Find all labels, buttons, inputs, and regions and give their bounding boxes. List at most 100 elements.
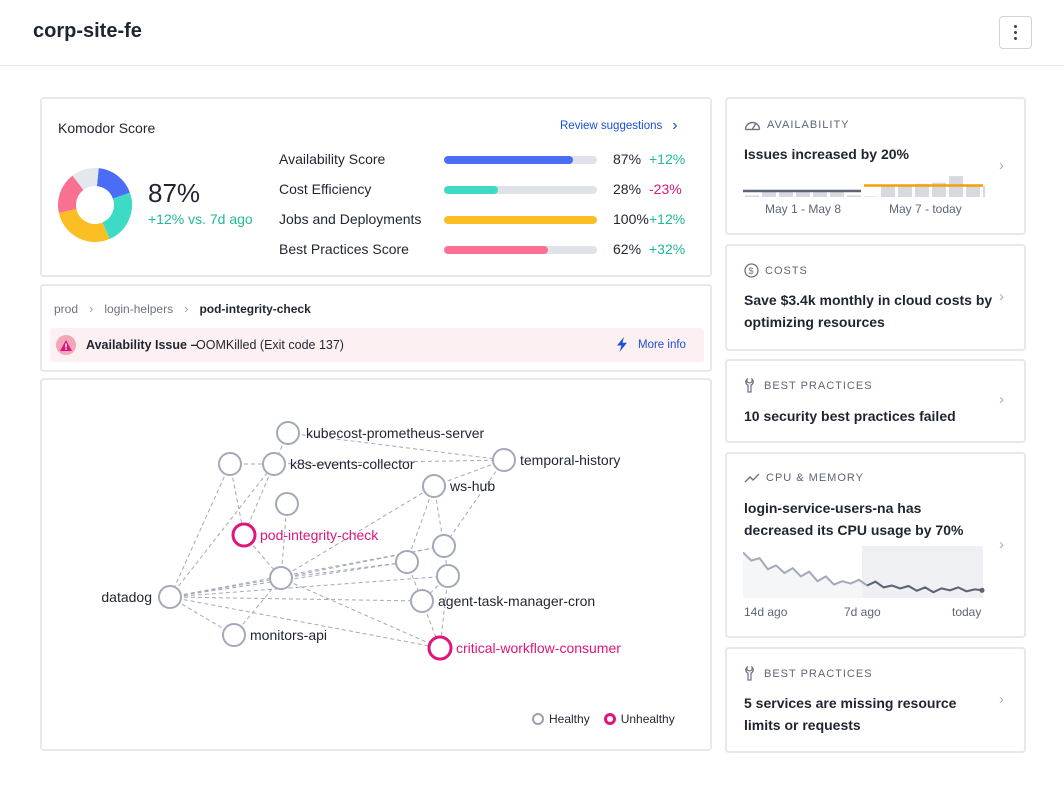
svg-text:$: $ <box>748 266 754 276</box>
dollar-icon: $ <box>744 263 759 278</box>
legend-healthy: Healthy <box>532 712 590 726</box>
metric-progress-fill <box>444 216 597 224</box>
best-practices-security-card[interactable]: BEST PRACTICES 10 security best practice… <box>725 359 1026 443</box>
vertical-dots-icon <box>1014 25 1017 40</box>
warning-icon <box>56 335 76 355</box>
dependency-graph-canvas: kubecost-prometheus-server k8s-events-col… <box>101 421 621 661</box>
graph-node-kubecost[interactable] <box>276 421 300 445</box>
graph-edge <box>169 463 231 598</box>
metric-value: 100% <box>613 211 649 227</box>
issue-detail: OOMKilled (Exit code 137) <box>196 338 344 352</box>
cpu-memory-insight-card[interactable]: CPU & MEMORY login-service-users-na has … <box>725 452 1026 638</box>
score-value: 87% <box>148 178 201 208</box>
metric-delta: +32% <box>649 241 686 257</box>
graph-node-agent[interactable] <box>410 589 434 613</box>
graph-edge <box>169 596 441 649</box>
graph-edge <box>443 459 505 547</box>
breadcrumb-item[interactable]: login-helpers <box>104 301 174 316</box>
graph-node-critical[interactable] <box>427 635 453 661</box>
review-suggestions-link[interactable]: Review suggestions › <box>560 118 678 134</box>
graph-node-label[interactable]: monitors-api <box>250 627 327 643</box>
graph-node-label[interactable]: datadog <box>101 589 152 605</box>
cpu-last-point <box>979 587 985 593</box>
cpu-line-after <box>866 580 984 594</box>
availability-bar-chart <box>743 176 985 197</box>
graph-edge <box>169 575 449 598</box>
graph-edge <box>273 459 505 465</box>
issue-bar-before <box>779 190 793 197</box>
best-practices-limits-card[interactable]: BEST PRACTICES 5 services are missing re… <box>725 647 1026 753</box>
graph-node-label[interactable]: ws-hub <box>449 478 495 494</box>
graph-edge <box>280 485 435 579</box>
graph-node-n_d[interactable] <box>432 534 456 558</box>
metric-row-best-practices: Best Practices Score 62% +32% <box>279 237 699 267</box>
chart-tick-label: 7d ago <box>844 605 881 619</box>
issue-bar-before <box>830 190 844 197</box>
metric-delta: -23% <box>649 181 682 197</box>
metric-value: 87% <box>613 151 642 167</box>
issue-context-card: prod › login-helpers › pod-integrity-che… <box>40 284 712 372</box>
komodor-score-card: Komodor Score Review suggestions › 87% +… <box>40 97 712 277</box>
card-category: BEST PRACTICES <box>744 378 873 393</box>
breadcrumb-current: pod-integrity-check <box>199 301 311 316</box>
graph-node-n_c[interactable] <box>395 550 419 574</box>
card-category: CPU & MEMORY <box>744 472 864 484</box>
graph-node-temporal[interactable] <box>492 448 516 472</box>
graph-node-ws[interactable] <box>422 474 446 498</box>
breadcrumb-item[interactable]: prod <box>54 301 79 316</box>
availability-insight-card[interactable]: AVAILABILITY Issues increased by 20% May… <box>725 97 1026 235</box>
page-title: corp-site-fe <box>33 20 142 42</box>
metric-delta: +12% <box>649 151 686 167</box>
graph-node-n_f[interactable] <box>436 564 460 588</box>
graph-edge <box>243 463 275 536</box>
lightning-icon <box>617 337 627 352</box>
issue-bar-before <box>762 190 776 197</box>
chevron-right-icon: › <box>999 391 1004 408</box>
wrench-icon <box>745 378 754 393</box>
category-label: COSTS <box>765 264 808 277</box>
issue-bar-before <box>796 190 810 197</box>
breadcrumb: prod › login-helpers › pod-integrity-che… <box>54 301 311 316</box>
metric-progress-fill <box>444 156 573 164</box>
card-category: $ COSTS <box>744 263 808 278</box>
availability-issue-banner: Availability Issue – OOMKilled (Exit cod… <box>50 328 704 362</box>
graph-node-n_b[interactable] <box>275 492 299 516</box>
graph-node-label[interactable]: pod-integrity-check <box>260 527 379 543</box>
graph-edge <box>280 503 288 579</box>
metric-label: Availability Score <box>279 151 386 167</box>
issue-bar-after <box>915 183 929 197</box>
metric-progress-bar <box>444 156 597 164</box>
issue-bar-after <box>966 186 980 197</box>
more-options-button[interactable] <box>999 16 1032 49</box>
metric-label: Best Practices Score <box>279 241 409 257</box>
graph-node-label[interactable]: kubecost-prometheus-server <box>306 425 485 441</box>
graph-node-label[interactable]: agent-task-manager-cron <box>438 593 595 609</box>
graph-node-datadog[interactable] <box>158 585 182 609</box>
graph-node-label[interactable]: k8s-events-collector <box>290 456 415 472</box>
wrench-icon <box>745 666 754 681</box>
page-header: corp-site-fe <box>0 0 1064 66</box>
more-info-link[interactable]: More info <box>616 337 686 352</box>
issue-bar-after <box>881 186 895 197</box>
metric-value: 62% <box>613 241 642 257</box>
graph-edge <box>229 463 245 536</box>
graph-node-label[interactable]: critical-workflow-consumer <box>456 640 621 656</box>
metric-label: Jobs and Deployments <box>279 211 422 227</box>
graph-node-pod[interactable] <box>231 522 257 548</box>
metric-progress-bar <box>444 216 597 224</box>
review-suggestions-label: Review suggestions <box>560 120 663 132</box>
graph-node-k8s[interactable] <box>262 452 286 476</box>
graph-node-monitors[interactable] <box>222 623 246 647</box>
issue-bar-before <box>847 195 861 197</box>
cpu-area <box>743 552 983 598</box>
graph-node-label[interactable]: temporal-history <box>520 452 620 468</box>
cpu-usage-line-chart <box>743 546 985 598</box>
range-before-label: May 1 - May 8 <box>765 202 842 216</box>
donut-segment <box>101 192 132 240</box>
costs-insight-card[interactable]: $ COSTS Save $3.4k monthly in cloud cost… <box>725 244 1026 351</box>
graph-node-n_a[interactable] <box>218 452 242 476</box>
graph-edge <box>169 596 423 602</box>
graph-node-n_e[interactable] <box>269 566 293 590</box>
chevron-right-icon: › <box>89 301 94 316</box>
unhealthy-dot-icon <box>603 713 616 725</box>
